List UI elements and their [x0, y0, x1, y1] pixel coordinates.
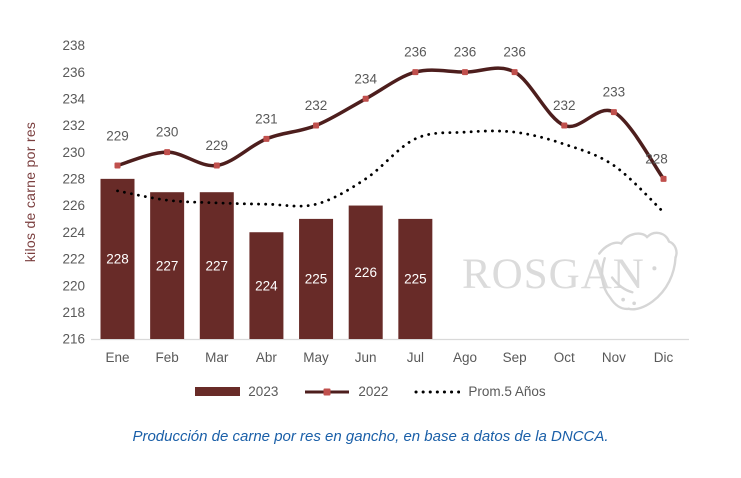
chart-caption: Producción de carne por res en gancho, e…	[132, 428, 609, 445]
legend-label: 2022	[358, 384, 389, 399]
y-tick-label: 234	[62, 91, 85, 106]
plot-area: 216 218 220 222 224 226 228 230 232 234 236 238 228 2…	[62, 38, 689, 365]
x-tick-label: Jun	[355, 350, 377, 365]
bar-value-label: 226	[354, 265, 377, 280]
x-tick-label: Jul	[407, 350, 424, 365]
legend-bar-swatch	[195, 387, 241, 396]
x-tick-label: Nov	[602, 350, 626, 365]
x-tick-label: Abr	[256, 350, 278, 365]
bar-Ene	[100, 178, 135, 339]
line-value-label: 231	[255, 111, 278, 126]
line-2022-marker	[164, 149, 171, 156]
line-2022-marker	[114, 162, 121, 169]
line-2022-marker	[561, 122, 568, 129]
legend-label: 2023	[248, 384, 279, 399]
bar-value-label: 225	[404, 272, 427, 287]
line-value-label: 232	[553, 98, 576, 113]
x-tick-label: Oct	[554, 350, 575, 365]
legend-dotted-swatch	[414, 390, 461, 393]
x-tick-label: May	[303, 350, 329, 365]
y-tick-label: 216	[62, 332, 85, 347]
line-value-label: 229	[106, 129, 129, 144]
legend-item-prom-5-a-os: Prom.5 Años	[414, 384, 546, 399]
x-tick-label: Mar	[205, 350, 229, 365]
x-tick-label: Dic	[654, 350, 674, 365]
line-2022-marker	[362, 95, 369, 102]
legend-item-2022: 2022	[304, 384, 388, 399]
line-2022-marker	[511, 69, 518, 76]
y-tick-label: 220	[62, 278, 85, 293]
bar-Feb	[150, 192, 185, 339]
line-2022-marker	[263, 135, 270, 142]
line-value-label: 236	[404, 45, 427, 60]
line-2022-marker	[412, 69, 419, 76]
y-tick-label: 236	[62, 65, 85, 80]
line-2022-marker	[610, 109, 617, 116]
x-tick-label: Sep	[503, 350, 527, 365]
line-value-label: 234	[354, 71, 377, 86]
y-tick-label: 226	[62, 198, 85, 213]
legend: 2023 2022 Prom.5 Años	[0, 384, 741, 399]
legend-item-2023: 2023	[195, 384, 278, 399]
line-value-label: 229	[206, 138, 229, 153]
bar-value-label: 225	[305, 272, 328, 287]
y-tick-label: 224	[62, 225, 85, 240]
bar-value-label: 227	[206, 258, 229, 273]
bar-value-label: 227	[156, 258, 179, 273]
bar-May	[299, 218, 334, 339]
y-tick-label: 230	[62, 145, 85, 160]
line-2022-marker	[213, 162, 220, 169]
x-tick-label: Ene	[105, 350, 129, 365]
y-tick-label: 238	[62, 38, 85, 53]
line-value-label: 232	[305, 98, 328, 113]
line-value-label: 236	[503, 45, 526, 60]
bar-value-label: 224	[255, 278, 278, 293]
bar-Jul	[398, 218, 433, 339]
line-2022-marker	[461, 69, 468, 76]
line-2022-marker	[660, 175, 667, 182]
line-value-label: 236	[454, 45, 477, 60]
x-tick-label: Ago	[453, 350, 477, 365]
legend-line-swatch	[305, 388, 350, 395]
line-value-label: 230	[156, 125, 179, 140]
legend-label: Prom.5 Años	[468, 384, 546, 399]
bar-Mar	[199, 192, 234, 339]
line-value-label: 233	[603, 85, 626, 100]
rosgan-wordmark: ROSGAN	[462, 251, 645, 298]
prom-5-anos-line	[116, 129, 665, 214]
line-value-label: 228	[645, 151, 668, 166]
y-tick-label: 218	[62, 305, 85, 320]
bar-value-label: 228	[106, 252, 129, 267]
bar-Jun	[348, 205, 383, 339]
cow-head-icon	[598, 231, 678, 311]
y-tick-label: 228	[62, 172, 85, 187]
x-tick-label: Feb	[156, 350, 179, 365]
y-tick-label: 232	[62, 118, 85, 133]
bar-Abr	[249, 232, 284, 339]
line-2022	[115, 66, 666, 181]
line-2022-marker	[313, 122, 320, 129]
y-tick-label: 222	[62, 252, 85, 267]
